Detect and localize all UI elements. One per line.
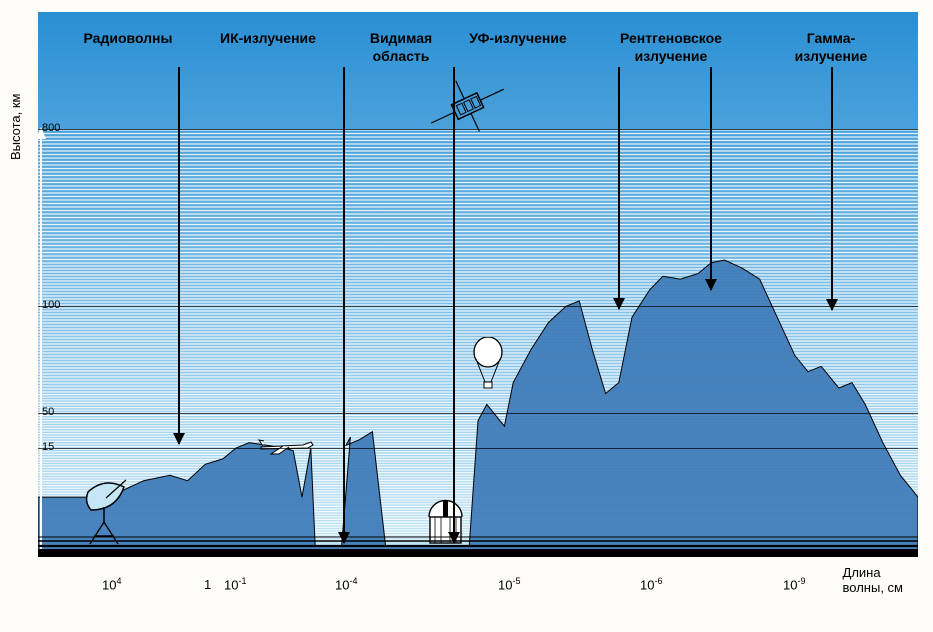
airplane-icon	[253, 432, 323, 457]
x-tick-label: 10-9	[783, 576, 805, 592]
y-axis-label: Высота, км	[8, 94, 23, 161]
penetration-arrow-xray	[710, 67, 712, 290]
penetration-arrow-visible	[453, 67, 455, 543]
penetration-arrow-uv	[618, 67, 620, 309]
ground-hatching	[38, 533, 918, 557]
x-tick-label: 104	[102, 576, 121, 592]
y-gridline	[38, 448, 918, 449]
spectrum-label-uv: УФ-излучение	[453, 30, 583, 48]
x-tick-label: 10-6	[640, 576, 662, 592]
penetration-arrow-radio	[178, 67, 180, 444]
atmospheric-absorption-chart: Высота, км 800 100 50 15 Радиоволны ИК-излуч…	[0, 0, 933, 632]
spectrum-label-gamma: Гамма- излучение	[766, 30, 896, 65]
x-tick-label: 10-5	[498, 576, 520, 592]
penetration-arrow-ir	[343, 67, 345, 543]
x-tick-label: 10-4	[335, 576, 357, 592]
x-tick-label: 1	[204, 577, 211, 592]
spectrum-label-ir: ИК-излучение	[203, 30, 333, 48]
satellite-icon	[418, 72, 518, 142]
x-axis-label: Длина волны, см	[843, 565, 903, 596]
y-tick-label: 50	[42, 406, 54, 418]
spectrum-label-visible: Видимая область	[336, 30, 466, 65]
y-tick-label: 15	[42, 441, 54, 453]
plot-area	[38, 12, 918, 557]
y-tick-label: 800	[42, 122, 60, 134]
y-gridline	[38, 129, 918, 130]
y-gridline	[38, 306, 918, 307]
y-tick-label: 100	[42, 299, 60, 311]
spectrum-label-radio: Радиоволны	[63, 30, 193, 48]
y-gridline	[38, 413, 918, 414]
y-axis-arrow	[36, 127, 46, 557]
penetration-arrow-gamma	[831, 67, 833, 310]
spectrum-label-xray: Рентгеновское излучение	[606, 30, 736, 65]
balloon-icon	[468, 337, 508, 402]
x-tick-label: 10-1	[224, 576, 246, 592]
